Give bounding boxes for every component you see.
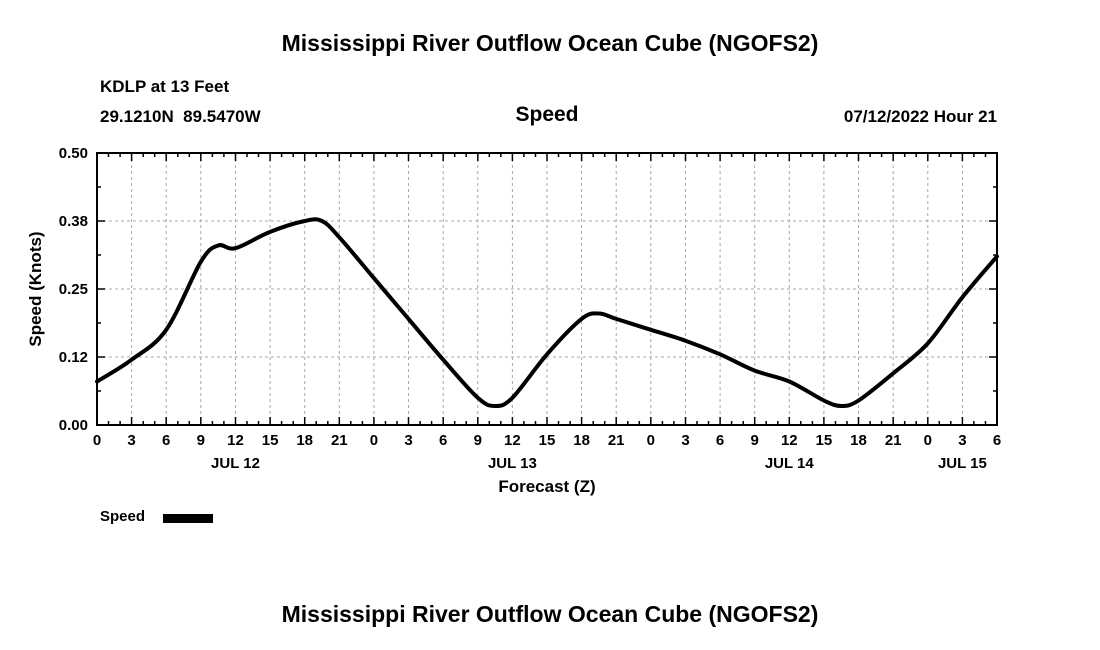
x-tick-label: 6 xyxy=(716,432,724,449)
next-chart-title: Mississippi River Outflow Ocean Cube (NG… xyxy=(281,601,819,627)
x-axis-label: Forecast (Z) xyxy=(498,477,596,496)
x-tick-label: 9 xyxy=(474,432,482,449)
x-tick-label: 18 xyxy=(296,432,313,449)
y-tick-label: 0.12 xyxy=(59,349,88,366)
x-tick-label: 15 xyxy=(816,432,833,449)
x-tick-label: 0 xyxy=(370,432,378,449)
x-tick-label: 9 xyxy=(197,432,205,449)
y-tick-label: 0.25 xyxy=(59,281,88,298)
x-tick-label: 0 xyxy=(93,432,101,449)
station-coordinates-label: 29.1210N 89.5470W xyxy=(100,107,261,126)
x-tick-label: 0 xyxy=(924,432,932,449)
x-tick-label: 21 xyxy=(331,432,348,449)
x-tick-label: 15 xyxy=(539,432,556,449)
x-tick-label: 12 xyxy=(781,432,798,449)
x-tick-label: 6 xyxy=(993,432,1001,449)
chart-title: Speed xyxy=(515,103,579,126)
x-tick-label: 12 xyxy=(504,432,521,449)
day-label: JUL 13 xyxy=(488,455,537,472)
page-title: Mississippi River Outflow Ocean Cube (NG… xyxy=(281,30,819,56)
x-tick-label: 3 xyxy=(958,432,966,449)
y-tick-label: 0.50 xyxy=(59,145,88,162)
x-tick-label: 3 xyxy=(404,432,412,449)
x-tick-label: 12 xyxy=(227,432,244,449)
y-tick-label: 0.00 xyxy=(59,417,88,434)
x-tick-label: 21 xyxy=(608,432,625,449)
legend-line-swatch xyxy=(163,514,213,523)
x-tick-label: 0 xyxy=(647,432,655,449)
day-label: JUL 14 xyxy=(765,455,815,472)
x-tick-label: 3 xyxy=(127,432,135,449)
y-tick-label: 0.38 xyxy=(59,213,88,230)
x-tick-label: 18 xyxy=(850,432,867,449)
speed-curve xyxy=(95,217,999,409)
day-label: JUL 12 xyxy=(211,455,260,472)
x-tick-label: 3 xyxy=(681,432,689,449)
plot-frame xyxy=(96,152,998,426)
x-tick-label: 21 xyxy=(885,432,902,449)
day-label: JUL 15 xyxy=(938,455,987,472)
forecast-datetime-label: 07/12/2022 Hour 21 xyxy=(843,107,997,126)
x-tick-label: 18 xyxy=(573,432,590,449)
x-tick-label: 9 xyxy=(751,432,759,449)
station-name-label: KDLP at 13 Feet xyxy=(100,77,230,96)
x-tick-label: 15 xyxy=(262,432,279,449)
x-tick-label: 6 xyxy=(439,432,447,449)
legend-label: Speed xyxy=(100,508,146,525)
x-tick-label: 6 xyxy=(162,432,170,449)
